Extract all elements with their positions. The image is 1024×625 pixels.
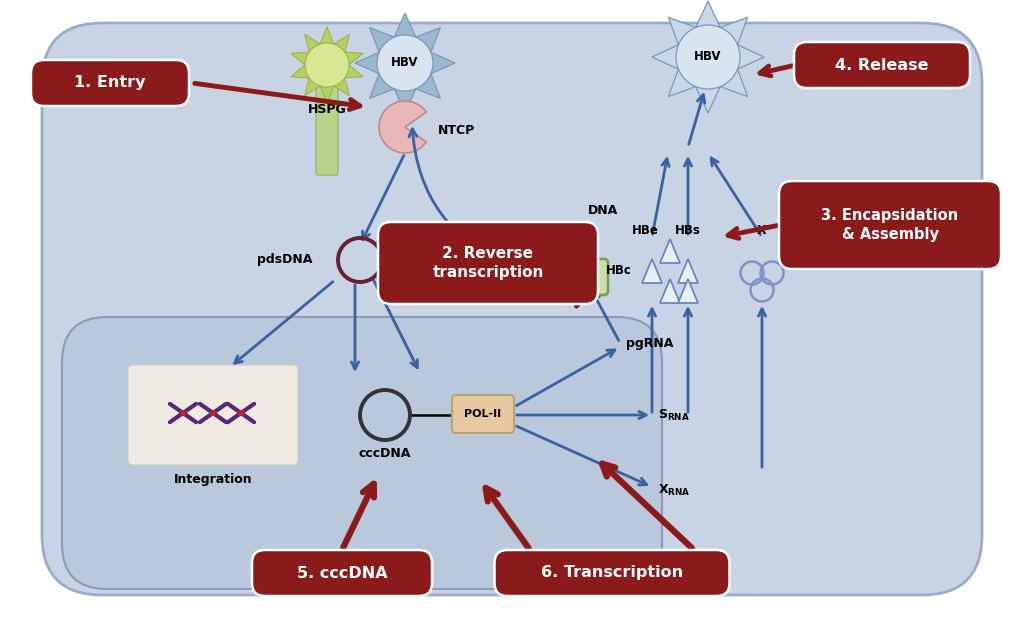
Polygon shape: [678, 279, 698, 303]
Polygon shape: [678, 259, 698, 283]
Wedge shape: [379, 101, 426, 153]
Polygon shape: [642, 259, 662, 283]
Text: 5. cccDNA: 5. cccDNA: [297, 566, 387, 581]
Polygon shape: [660, 239, 680, 263]
Text: Integration: Integration: [174, 473, 252, 486]
Text: HBc: HBc: [606, 264, 632, 276]
Text: pdsDNA: pdsDNA: [257, 254, 312, 266]
Text: 3. Encapsidation
& Assembly: 3. Encapsidation & Assembly: [821, 208, 958, 242]
Circle shape: [210, 410, 216, 416]
Circle shape: [305, 43, 349, 87]
FancyArrowPatch shape: [409, 129, 515, 269]
Text: HBs: HBs: [675, 224, 701, 237]
FancyBboxPatch shape: [794, 42, 970, 88]
Text: HBe: HBe: [632, 224, 658, 237]
FancyBboxPatch shape: [128, 365, 298, 465]
Polygon shape: [652, 1, 764, 113]
Text: 4. Release: 4. Release: [836, 58, 929, 72]
FancyBboxPatch shape: [562, 259, 608, 295]
FancyBboxPatch shape: [378, 222, 598, 304]
Text: HBV: HBV: [391, 56, 419, 69]
Text: S$_{\mathregular{RNA}}$: S$_{\mathregular{RNA}}$: [658, 408, 690, 422]
Text: cccDNA: cccDNA: [358, 447, 412, 460]
Text: HBV: HBV: [694, 51, 722, 64]
Text: pgRNA: pgRNA: [626, 336, 674, 349]
Circle shape: [377, 35, 433, 91]
Text: POL-II: POL-II: [465, 409, 502, 419]
Circle shape: [676, 25, 740, 89]
Polygon shape: [660, 279, 680, 303]
Text: 1. Entry: 1. Entry: [75, 76, 145, 91]
Text: 2. Reverse
transcription: 2. Reverse transcription: [432, 246, 544, 280]
FancyBboxPatch shape: [779, 181, 1001, 269]
Circle shape: [238, 410, 244, 416]
Text: HSPG: HSPG: [307, 103, 346, 116]
FancyBboxPatch shape: [62, 317, 662, 589]
Text: RT: RT: [575, 271, 594, 284]
FancyBboxPatch shape: [31, 60, 189, 106]
Text: 6. Transcription: 6. Transcription: [541, 566, 683, 581]
FancyBboxPatch shape: [316, 81, 338, 175]
Circle shape: [180, 410, 186, 416]
Polygon shape: [291, 27, 364, 103]
Text: NTCP: NTCP: [438, 124, 475, 138]
FancyBboxPatch shape: [252, 550, 432, 596]
Text: DNA: DNA: [588, 204, 618, 217]
FancyBboxPatch shape: [495, 550, 729, 596]
FancyBboxPatch shape: [452, 395, 514, 433]
Polygon shape: [355, 13, 455, 113]
Text: X$_{\mathregular{RNA}}$: X$_{\mathregular{RNA}}$: [658, 482, 690, 498]
FancyBboxPatch shape: [42, 23, 982, 595]
Text: X: X: [757, 224, 767, 237]
